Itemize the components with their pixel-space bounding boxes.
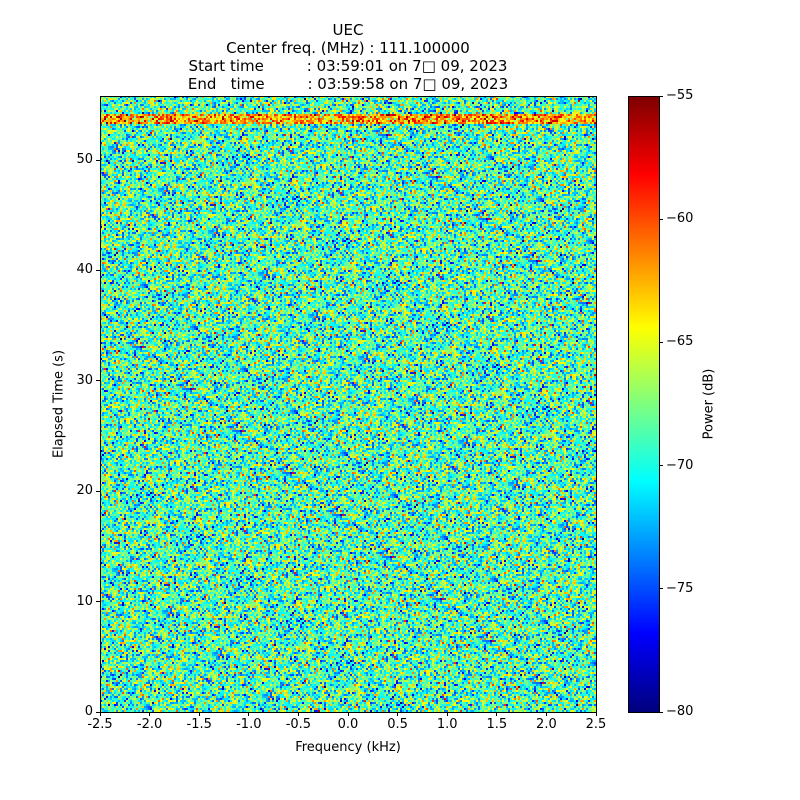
- chart-title: UEC: [332, 21, 364, 39]
- y-tick-mark: [96, 601, 100, 603]
- x-tick-mark: [297, 712, 299, 716]
- x-tick-label: -0.5: [285, 717, 312, 732]
- x-tick-mark: [248, 712, 250, 716]
- y-tick-mark: [96, 490, 100, 492]
- x-tick-label: 0.0: [337, 717, 359, 732]
- y-tick-mark: [96, 269, 100, 271]
- y-tick-label: 0: [84, 704, 93, 719]
- x-tick-label: -1.0: [236, 717, 262, 732]
- y-tick-label: 40: [76, 262, 93, 278]
- colorbar-tick-label: −65: [666, 334, 694, 350]
- colorbar-tick-label: −60: [666, 211, 694, 227]
- y-tick-label: 20: [76, 483, 93, 499]
- x-tick-mark: [545, 712, 547, 716]
- x-tick-mark: [99, 712, 101, 716]
- y-tick-mark: [96, 159, 100, 161]
- x-tick-mark: [198, 712, 200, 716]
- colorbar-tick-label: −70: [666, 457, 694, 473]
- x-tick-label: -2.5: [87, 717, 113, 732]
- x-tick-mark: [149, 712, 151, 716]
- x-axis-label: Frequency (kHz): [295, 740, 401, 755]
- x-tick-label: 1.5: [486, 717, 508, 732]
- y-axis-label: Elapsed Time (s): [51, 349, 67, 459]
- colorbar-tick-label: −80: [666, 704, 694, 719]
- chart-subtitle-end-time: End time : 03:59:58 on 7□ 09, 2023: [187, 75, 509, 93]
- x-tick-label: 2.0: [536, 717, 557, 732]
- x-tick-mark: [496, 712, 498, 716]
- colorbar-tick-mark: [659, 588, 663, 590]
- y-tick-label: 10: [76, 593, 93, 609]
- chart-subtitle-center-freq: Center freq. (MHz) : 111.100000: [226, 39, 470, 57]
- x-tick-mark: [347, 712, 349, 716]
- y-tick-mark: [96, 711, 100, 713]
- colorbar-tick-mark: [659, 341, 663, 343]
- x-tick-label: 1.0: [436, 717, 458, 732]
- colorbar-tick-label: −55: [666, 88, 694, 103]
- x-tick-label: -1.5: [186, 717, 212, 732]
- x-tick-mark: [595, 712, 597, 716]
- x-tick-label: 2.5: [585, 717, 607, 732]
- colorbar: [628, 96, 659, 712]
- x-tick-mark: [397, 712, 399, 716]
- y-tick-label: 50: [76, 152, 93, 168]
- y-tick-mark: [96, 380, 100, 382]
- chart-subtitle-start-time: Start time : 03:59:01 on 7□ 09, 2023: [188, 57, 508, 75]
- x-tick-mark: [446, 712, 448, 716]
- colorbar-tick-mark: [659, 95, 663, 97]
- y-tick-label: 30: [76, 372, 93, 388]
- colorbar-tick-mark: [659, 465, 663, 467]
- colorbar-tick-label: −75: [666, 580, 694, 596]
- spectrogram-heatmap: [100, 96, 596, 712]
- x-tick-label: -2.0: [136, 717, 163, 732]
- colorbar-label: Power (dB): [701, 368, 717, 440]
- colorbar-tick-mark: [659, 218, 663, 220]
- colorbar-frame: [628, 96, 660, 713]
- x-tick-label: 0.5: [387, 717, 408, 732]
- plot-frame: [100, 96, 597, 713]
- colorbar-tick-mark: [659, 711, 663, 713]
